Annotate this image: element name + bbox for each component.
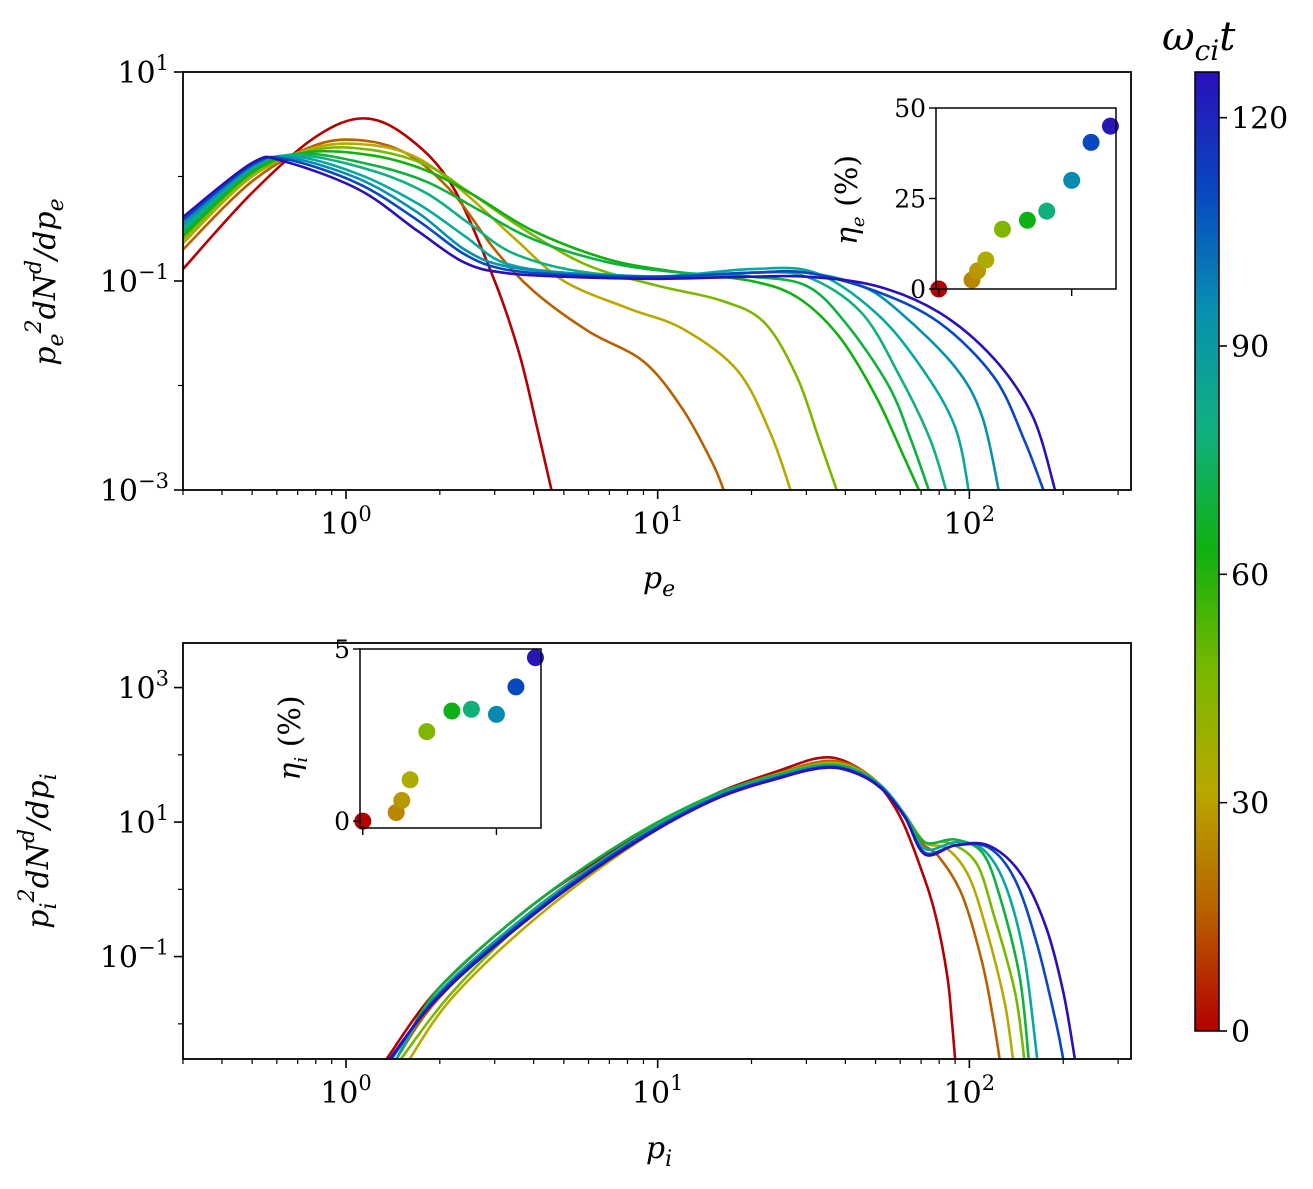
efficiency-point-t78 <box>462 700 480 718</box>
electron-panel: 100 101 102 101 10−1 10−3 pe pe2dNd/dpe 0 25 50… <box>22 51 1132 602</box>
spectrum-line-t24 <box>183 142 792 490</box>
inset-y-tick-label: 25 <box>894 185 926 214</box>
spectrum-line-t82 <box>395 764 1039 1059</box>
spectrum-line-t110 <box>390 765 1065 1059</box>
efficiency-point-t64 <box>1018 211 1036 229</box>
efficiency-point-t110 <box>1082 133 1100 151</box>
y-tick-label: 10−1 <box>100 936 169 976</box>
electron-inset-y-label: ηe (%) <box>830 155 869 245</box>
electron-x-label: pe <box>643 561 675 602</box>
colorbar-tick-label: 0 <box>1231 1015 1250 1050</box>
efficiency-point-t46 <box>418 723 436 741</box>
electron-plot-frame <box>182 71 1132 491</box>
inset-y-tick-label: 0 <box>910 275 926 304</box>
spectrum-line-t40 <box>399 762 1026 1059</box>
ion-inset: 05 ηi (%) <box>273 635 544 836</box>
x-tick-label: 101 <box>632 502 684 542</box>
spectrum-line-t0 <box>183 117 553 490</box>
ion-curves <box>385 755 1077 1059</box>
y-tick-label: 101 <box>117 51 169 91</box>
spectrum-line-t24 <box>408 761 1015 1059</box>
x-tick-label: 102 <box>944 502 996 542</box>
electron-inset: 0 25 50 ηe (%) <box>830 94 1119 304</box>
spectrum-line-t95 <box>183 155 1000 490</box>
ion-inset-frame <box>359 648 542 829</box>
colorbar-tick-label: 90 <box>1231 330 1269 365</box>
spectrum-line-t32 <box>183 146 839 490</box>
ion-y-label: pi2dNd/dpi <box>15 773 62 928</box>
electron-ticks: 100 101 102 101 10−1 10−3 <box>100 51 1119 542</box>
ion-inset-points <box>354 649 544 830</box>
inset-y-tick-label: 50 <box>894 94 926 123</box>
spectrum-line-t124 <box>183 155 1057 490</box>
y-tick-label: 103 <box>117 667 169 707</box>
spectrum-line-t0 <box>385 755 957 1059</box>
inset-y-tick-label: 0 <box>334 807 350 836</box>
electron-y-label: pe2dNd/dpe <box>22 198 69 365</box>
efficiency-point-t64 <box>443 702 461 720</box>
ion-inset-ticks: 05 <box>334 635 498 836</box>
x-tick-label: 100 <box>320 1071 372 1111</box>
colorbar: 0 30 60 90 120 ωcit <box>1162 14 1288 1050</box>
spectrum-line-t46 <box>183 149 921 490</box>
inset-y-tick-label: 5 <box>334 635 350 664</box>
y-tick-label: 10−1 <box>100 260 169 300</box>
efficiency-point-t96 <box>487 705 505 723</box>
efficiency-point-t34 <box>977 251 995 269</box>
x-tick-label: 102 <box>944 1071 996 1111</box>
colorbar-ticks: 0 30 60 90 120 <box>1219 102 1288 1050</box>
spectrum-line-t110 <box>183 155 1045 490</box>
electron-curves <box>183 117 1057 490</box>
y-tick-label: 101 <box>117 801 169 841</box>
spectrum-line-t56 <box>183 152 931 490</box>
colorbar-tick-label: 60 <box>1231 558 1269 593</box>
electron-inset-points <box>930 117 1119 298</box>
spectrum-line-t14 <box>183 138 726 490</box>
efficiency-point-t124 <box>526 649 544 667</box>
colorbar-tick-label: 30 <box>1231 787 1269 822</box>
efficiency-point-t96 <box>1063 171 1081 189</box>
efficiency-point-t78 <box>1038 202 1056 220</box>
electron-inset-ticks: 0 25 50 <box>894 94 1073 304</box>
colorbar-title: ωcit <box>1162 14 1236 67</box>
colorbar-tick-label: 120 <box>1231 102 1288 137</box>
efficiency-point-t124 <box>1101 117 1119 135</box>
ion-x-label: pi <box>646 1131 672 1172</box>
spectrum-line-t124 <box>388 766 1077 1059</box>
efficiency-point-t28 <box>393 791 411 809</box>
efficiency-point-t110 <box>507 678 525 696</box>
colorbar-gradient <box>1194 71 1220 1032</box>
efficiency-point-t34 <box>401 771 419 789</box>
efficiency-point-t0 <box>354 812 372 830</box>
ion-ticks: 100 101 102 103 101 10−1 <box>100 667 1119 1111</box>
y-tick-label: 10−3 <box>100 469 169 509</box>
efficiency-point-t46 <box>993 220 1011 238</box>
x-tick-label: 100 <box>320 502 372 542</box>
ion-inset-y-label: ηi (%) <box>273 695 312 780</box>
spectrum-line-t68 <box>183 153 948 490</box>
x-tick-label: 101 <box>632 1071 684 1111</box>
